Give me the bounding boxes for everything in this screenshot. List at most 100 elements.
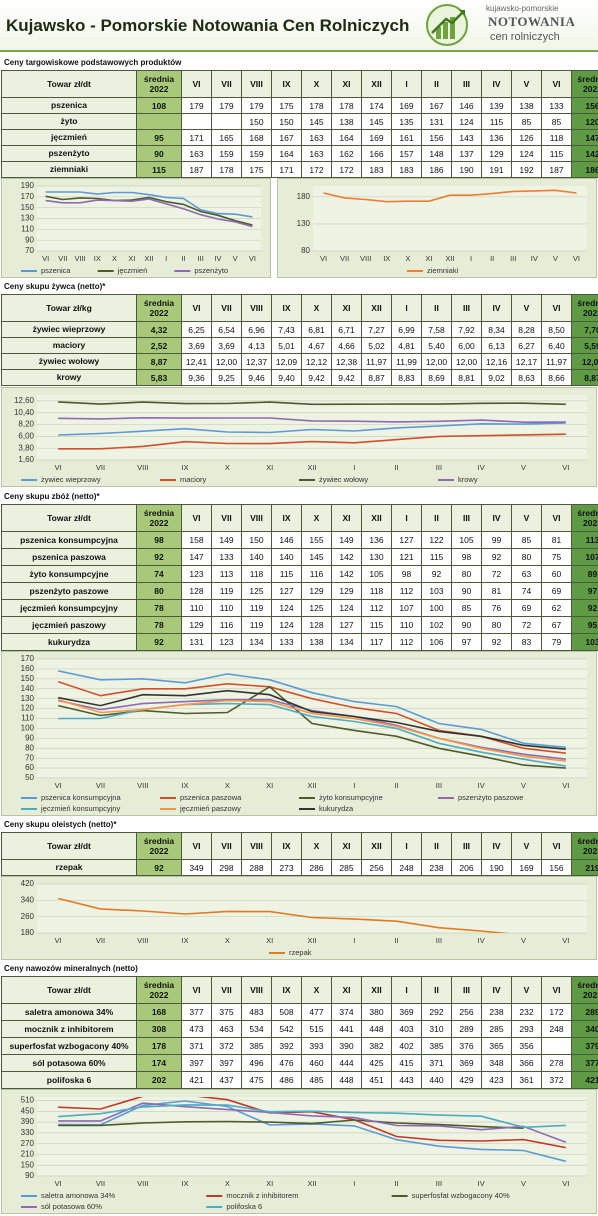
column-header: I (391, 504, 422, 532)
x-tick-label: I (470, 254, 472, 263)
price-cell: 81 (541, 531, 572, 549)
price-cell: 137 (451, 145, 482, 162)
y-tick-label: 3,80 (18, 443, 34, 452)
price-cell: 98 (451, 548, 482, 566)
price-cell: 11,97 (541, 353, 572, 370)
price-cell: 8,50 (541, 321, 572, 338)
table-row: pszenica 108 179 179 179 175 178 178 174 169 167 14… (1, 97, 598, 114)
price-cell: 133 (271, 633, 302, 651)
y-tick-label: 130 (21, 214, 35, 223)
legend-label: saletra amonowa 34% (41, 1191, 116, 1200)
x-tick-label: III (510, 254, 516, 263)
price-cell: 110 (181, 599, 212, 617)
x-tick-label: IX (182, 936, 189, 945)
price-cell: 273 (271, 859, 302, 876)
y-tick-label: 150 (21, 1160, 35, 1169)
x-tick-label: XII (307, 1179, 316, 1188)
price-cell: 122 (421, 531, 452, 549)
table-row: żywiec wieprzowy 4,32 6,25 6,54 6,96 7,43 6,81… (1, 321, 598, 338)
x-tick-label: V (521, 463, 526, 472)
price-cell: 149 (211, 531, 242, 549)
legend-label: kukurydza (319, 804, 354, 813)
price-cell: 139 (481, 97, 512, 114)
price-cell: 164 (331, 129, 362, 146)
column-header: średnia 2023 (571, 70, 598, 98)
price-cell: 285 (331, 859, 362, 876)
price-table: Towar zł/dt średnia 2022 VI VII VIII IX X XI XII… (1, 832, 598, 876)
y-tick-label: 420 (21, 879, 35, 888)
y-tick-label: 180 (297, 192, 311, 201)
column-header: III (451, 504, 482, 532)
price-cell: 451 (361, 1071, 392, 1089)
column-header: IV (481, 504, 512, 532)
section-title: Ceny skupu zbóż (netto)* (4, 492, 100, 501)
price-cell: 6,00 (451, 337, 482, 354)
price-cell: 129 (181, 616, 212, 634)
price-cell: 63 (511, 565, 542, 583)
column-header: XI (331, 504, 362, 532)
x-tick-label: VI (42, 254, 49, 263)
price-cell: 377 (181, 1003, 212, 1021)
price-cell: 127 (271, 582, 302, 600)
price-cell: 80 (451, 565, 482, 583)
x-tick-label: V (521, 1179, 526, 1188)
y-tick-label: 60 (25, 763, 34, 772)
x-tick-label: I (353, 463, 355, 472)
y-tick-label: 210 (21, 1150, 35, 1159)
price-cell: 110 (391, 616, 422, 634)
column-header: VIII (241, 504, 272, 532)
price-cell: 5,59 (571, 337, 598, 354)
price-cell: 191 (481, 161, 512, 178)
price-cell: 486 (271, 1071, 302, 1089)
x-tick-label: VII (340, 254, 349, 263)
x-tick-label: XI (266, 463, 273, 472)
price-cell: 167 (421, 97, 452, 114)
price-cell: 117 (361, 633, 392, 651)
column-header: I (391, 976, 422, 1004)
column-header: IV (481, 294, 512, 322)
price-cell: 289 (451, 1020, 482, 1038)
price-cell: 475 (241, 1071, 272, 1089)
price-cell: 76 (481, 599, 512, 617)
price-cell: 12,09 (271, 353, 302, 370)
column-header: VII (211, 976, 242, 1004)
column-header: III (451, 976, 482, 1004)
price-cell: 179 (181, 97, 212, 114)
x-tick-label: XII (307, 463, 316, 472)
price-cell: 92 (571, 599, 598, 617)
price-cell: 349 (181, 859, 212, 876)
column-header: VI (181, 832, 212, 860)
column-header: IV (481, 70, 512, 98)
price-cell: 146 (271, 531, 302, 549)
y-tick-label: 260 (21, 912, 35, 921)
x-tick-label: IV (478, 1179, 485, 1188)
x-tick-label: VI (573, 254, 580, 263)
column-header: średnia 2023 (571, 294, 598, 322)
legend-label: żywiec wołowy (319, 475, 368, 484)
price-cell: 124 (271, 616, 302, 634)
column-header: V (511, 294, 542, 322)
price-table: Towar zł/kg średnia 2022 VI VII VIII IX X XI XII… (1, 294, 598, 386)
price-table: Towar zł/dt średnia 2022 VI VII VIII IX X XI XII… (1, 976, 598, 1089)
price-cell: 7,27 (361, 321, 392, 338)
y-tick-label: 100 (21, 724, 35, 733)
price-cell: 12,12 (301, 353, 332, 370)
y-tick-label: 340 (21, 895, 35, 904)
legend-label: pszenica paszowa (180, 793, 242, 802)
price-cell: 292 (421, 1003, 452, 1021)
column-header: XI (331, 294, 362, 322)
price-cell: 107 (391, 599, 422, 617)
price-cell: 6,40 (541, 337, 572, 354)
column-header: VI (541, 832, 572, 860)
header-row: Towar zł/dt średnia 2022 VI VII VIII IX X XI XII… (1, 832, 598, 860)
price-cell: 174 (136, 1054, 182, 1072)
column-header: III (451, 832, 482, 860)
price-cell: 124 (451, 113, 482, 130)
x-tick-label: V (233, 254, 238, 263)
x-tick-label: X (112, 254, 117, 263)
column-header: X (301, 976, 332, 1004)
legend-label: rzepak (289, 948, 312, 957)
price-cell: 5,02 (361, 337, 392, 354)
price-cell: 192 (511, 161, 542, 178)
